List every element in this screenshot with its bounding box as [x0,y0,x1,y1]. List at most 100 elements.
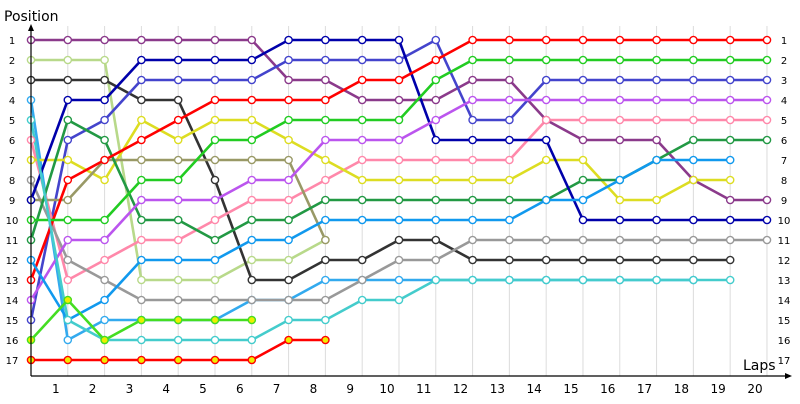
series-6-point [468,155,477,165]
series-14-point [505,95,514,105]
y-tick-right: 15 [778,316,791,327]
series-5-point [578,75,588,85]
series-2-point [63,55,73,65]
series-11-point [394,35,404,45]
series-15-point [247,235,257,245]
series-5-point [321,55,330,65]
x-tick: 15 [563,382,578,396]
series-7-point [173,135,183,145]
series-17-point [137,315,146,325]
series-1-point [431,95,441,105]
series-1-point [615,135,625,145]
y-tick-left: 13 [6,276,19,287]
series-1-point [210,35,220,45]
y-tick-left: 5 [9,116,15,127]
series-1-point [578,135,588,145]
series-15-point [431,215,441,225]
series-4-point [100,315,109,325]
series-2-point [247,255,257,265]
series-17-point [173,315,183,325]
series-16-point [431,275,441,285]
series-5-point [505,115,514,125]
series-8-point [725,235,735,245]
series-2-point [210,275,220,285]
series-6-point [578,115,588,125]
series-6-point [541,115,551,125]
series-11-point [762,215,772,225]
series-5-point [541,75,551,85]
series-13-point [210,135,220,145]
series-16-point [578,275,588,285]
series-13-point [615,55,625,65]
series-3-point [394,235,404,245]
series-15-point [137,255,146,265]
series-12-point [578,35,588,45]
series-16-point [541,275,551,285]
series-8-point [100,275,109,285]
series-6-point [394,155,404,165]
series-1-point [284,75,293,85]
y-axis-label: Position [4,9,59,25]
series-16-point [468,275,477,285]
y-tick-left: 15 [6,316,19,327]
series-14-point [321,135,330,145]
y-tick-right: 16 [778,336,791,347]
series-14-point [247,175,257,185]
series-7-point [357,175,367,185]
series-13-point [247,135,257,145]
series-1-point [247,35,257,45]
y-tick-left: 14 [6,296,19,307]
series-14-point [63,235,73,245]
series-15-point [505,215,514,225]
series-7-point [689,175,698,185]
series-1-point [762,195,772,205]
series-16-point [725,275,735,285]
series-13-point [357,115,367,125]
series-5-point [394,55,404,65]
series-8-point [468,235,477,245]
y-tick-left: 10 [6,216,19,227]
y-tick-right: 7 [781,156,787,167]
y-tick-left: 9 [9,196,15,207]
series-12-point [63,175,73,185]
series-14-point [725,95,735,105]
series-13-point [652,55,661,65]
series-6-point [505,155,514,165]
x-tick: 4 [162,382,170,396]
series-7-point [431,175,441,185]
series-18-point [321,335,330,345]
series-12-point [210,95,220,105]
series-5-point [63,135,73,145]
series-9-point [321,235,330,245]
series-10-point [431,195,441,205]
series-6-point [431,155,441,165]
y-tick-left: 16 [6,336,19,347]
series-13-point [505,55,514,65]
y-tick-left: 8 [9,176,15,187]
y-tick-right: 8 [781,176,787,187]
series-13-point [321,115,330,125]
series-3-point [652,255,661,265]
series-12-point [762,35,772,45]
series-6-point [173,235,183,245]
series-8-point [762,235,772,245]
series-10-point [247,215,257,225]
series-15-point [578,195,588,205]
series-3-point [578,255,588,265]
series-5-point [762,75,772,85]
series-14-point [615,95,625,105]
series-3-point [431,235,441,245]
series-1-point [394,95,404,105]
series-3-point [63,75,73,85]
series-12-point [615,35,625,45]
series-13-point [394,115,404,125]
series-3-point [468,255,477,265]
series-8-point [247,295,257,305]
series-13-point [468,55,477,65]
x-axis-arrow [785,373,792,379]
series-2-point [173,275,183,285]
series-line-16 [29,118,732,342]
series-14-point [394,135,404,145]
series-5-point [357,55,367,65]
series-6-point [652,115,661,125]
